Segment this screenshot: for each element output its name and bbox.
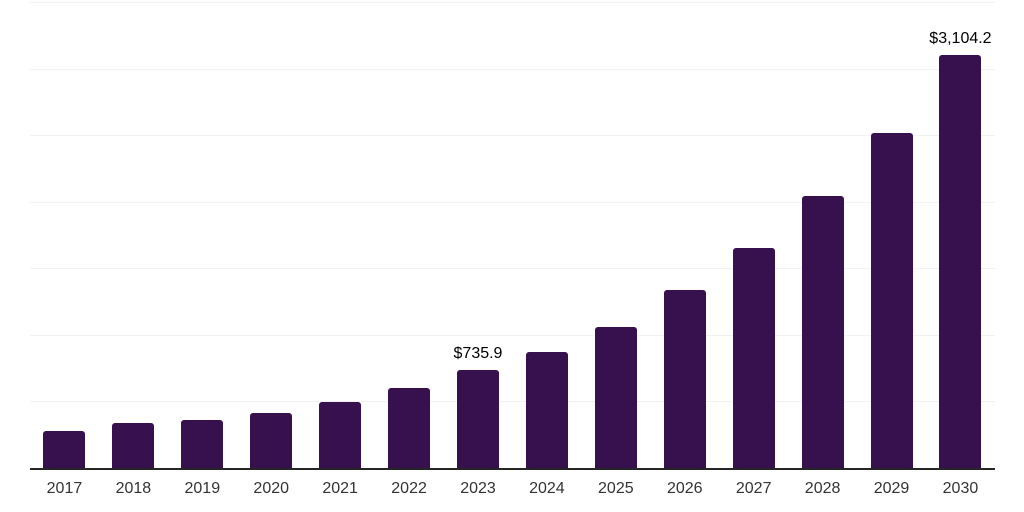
value-label-2030: $3,104.2 — [929, 29, 992, 47]
bar-2021 — [319, 402, 362, 468]
plot-area: $735.9 $3,104.2 — [30, 0, 995, 470]
bar-cell-2022 — [375, 2, 444, 468]
bar-2020 — [250, 412, 293, 468]
bar-cell-2017 — [30, 2, 99, 468]
gridline-2500 — [30, 135, 995, 137]
bar-2023 — [456, 370, 499, 468]
x-tick-label-2025: 2025 — [598, 480, 634, 497]
bar-cell-2018 — [99, 2, 168, 468]
bar-2028 — [801, 196, 844, 468]
x-axis-labels: 2017 2018 2019 2020 2021 2022 2023 2024 2025 2026… — [30, 480, 995, 498]
bar-2017 — [43, 430, 86, 468]
x-tick-label-2024: 2024 — [529, 480, 565, 497]
x-tick-label-2028: 2028 — [804, 480, 841, 497]
bar-cell-2026 — [650, 2, 719, 468]
bar-2026 — [663, 290, 706, 468]
gridline-500 — [30, 401, 995, 403]
bar-cell-2021 — [306, 2, 375, 468]
bar-2029 — [870, 133, 913, 468]
bar-cell-2028 — [788, 2, 857, 468]
x-tick-label-2017: 2017 — [46, 480, 83, 497]
x-tick-label-2018: 2018 — [115, 480, 152, 497]
x-tick-label-2022: 2022 — [391, 480, 427, 497]
bar-2022 — [388, 388, 431, 468]
bar-2027 — [732, 248, 775, 468]
bar-cell-2023: $735.9 — [444, 2, 513, 468]
x-tick-label-2030: 2030 — [942, 480, 979, 497]
x-tick-label-2023: 2023 — [460, 480, 496, 497]
bar-2024 — [525, 352, 568, 468]
x-tick-label-2026: 2026 — [666, 480, 703, 497]
bar-cell-2030: $3,104.2 — [926, 2, 995, 468]
x-tick-label-2027: 2027 — [735, 480, 772, 497]
x-tick-label-2021: 2021 — [322, 480, 358, 497]
bar-2019 — [181, 420, 224, 468]
bar-cell-2019 — [168, 2, 237, 468]
bar-2025 — [594, 326, 637, 468]
value-label-2023: $735.9 — [453, 345, 503, 363]
gridline-3500 — [30, 2, 995, 3]
gridline-3000 — [30, 68, 995, 70]
bar-cell-2024 — [512, 2, 581, 468]
bar-cell-2020 — [237, 2, 306, 468]
gridline-2000 — [30, 201, 995, 203]
bars-row: $735.9 $3,104.2 — [30, 2, 995, 468]
bar-cell-2025 — [581, 2, 650, 468]
gridline-1500 — [30, 268, 995, 270]
gridline-1000 — [30, 334, 995, 336]
bar-chart: $735.9 $3,104.2 2017 2018 2019 2020 2021 2022 2… — [30, 0, 995, 512]
x-tick-label-2020: 2020 — [253, 480, 290, 497]
bar-cell-2027 — [719, 2, 788, 468]
x-tick-label-2019: 2019 — [184, 480, 221, 497]
bar-2018 — [112, 422, 155, 468]
bar-2030 — [939, 54, 982, 468]
x-tick-label-2029: 2029 — [873, 480, 910, 497]
bar-cell-2029 — [857, 2, 926, 468]
